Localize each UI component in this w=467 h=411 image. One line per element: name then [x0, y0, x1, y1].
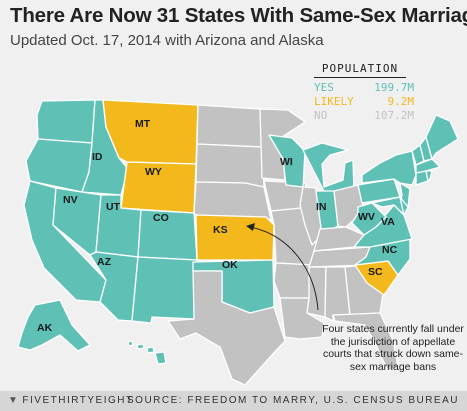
state-arkansas [273, 262, 315, 299]
state-label-in: IN [316, 201, 327, 213]
appellate-annotation: Four states currently fall under the jur… [322, 323, 464, 373]
state-new-york [361, 150, 417, 186]
state-label-az: AZ [97, 256, 112, 268]
state-kansas [195, 214, 275, 261]
state-new-mexico [131, 256, 198, 324]
fivethirtyeight-logo-icon: ▼ [8, 395, 20, 406]
legend-row-likely: LIKELY 9.2M [314, 95, 414, 109]
state-montana [102, 99, 199, 165]
state-label-nc: NC [382, 244, 398, 256]
us-states-map: MT ID WY NV UT CO AZ KS OK WI IN WV VA N… [17, 99, 459, 386]
map-title: There Are Now 31 States With Same-Sex Ma… [10, 4, 467, 27]
state-hawaii-4 [154, 351, 167, 365]
legend-value-no: 107.2M [374, 109, 414, 122]
annotation-arrowhead [246, 223, 255, 231]
state-label-ak: AK [37, 322, 53, 334]
population-legend: POPULATION YES 199.7M LIKELY 9.2M NO 107… [302, 62, 462, 123]
brand-name: FIVETHIRTYEIGHT [22, 395, 134, 406]
state-label-ok: OK [222, 259, 238, 271]
state-hawaii-2 [136, 343, 145, 350]
state-label-id: ID [92, 151, 103, 163]
legend-header: POPULATION [314, 62, 406, 78]
footer-bar: ▼ FIVETHIRTYEIGHT SOURCE: FREEDOM TO MARR… [0, 391, 467, 411]
map-subtitle: Updated Oct. 17, 2014 with Arizona and A… [10, 32, 324, 49]
state-alaska [17, 299, 91, 352]
legend-value-likely: 9.2M [387, 95, 415, 108]
legend-row-yes: YES 199.7M [314, 81, 414, 95]
annotation-arrow [249, 226, 319, 311]
state-florida [332, 312, 399, 372]
state-maryland [371, 196, 405, 216]
state-north-dakota [196, 104, 263, 148]
brand[interactable]: ▼ FIVETHIRTYEIGHT [8, 395, 134, 406]
legend-value-yes: 199.7M [374, 81, 414, 94]
state-label-wy: WY [145, 166, 162, 178]
state-delaware [399, 196, 409, 216]
legend-row-no: NO 107.2M [314, 109, 414, 123]
state-texas [167, 270, 286, 386]
state-label-mt: MT [135, 118, 151, 130]
state-label-co: CO [153, 212, 169, 224]
legend-key-likely: LIKELY [314, 95, 354, 108]
source-credit: SOURCE: FREEDOM TO MARRY, U.S. CENSUS BU… [127, 395, 459, 406]
state-rhode-island [425, 170, 433, 182]
state-north-carolina [354, 238, 411, 276]
state-label-ks: KS [213, 224, 228, 236]
state-label-wv: WV [358, 211, 375, 223]
state-mississippi [306, 266, 327, 318]
state-label-wi: WI [280, 156, 293, 168]
state-massachusetts [415, 158, 441, 174]
state-label-va: VA [381, 216, 395, 228]
state-label-nv: NV [63, 194, 78, 206]
state-label-ut: UT [106, 201, 121, 213]
state-south-dakota [195, 143, 265, 188]
legend-key-yes: YES [314, 81, 334, 94]
state-nebraska [193, 181, 272, 221]
state-label-sc: SC [368, 266, 383, 278]
legend-key-no: NO [314, 109, 328, 122]
state-hawaii-3 [146, 346, 155, 354]
state-illinois [299, 186, 323, 246]
state-washington [36, 99, 96, 144]
state-hawaii-1 [127, 340, 134, 347]
state-west-virginia [351, 202, 387, 236]
